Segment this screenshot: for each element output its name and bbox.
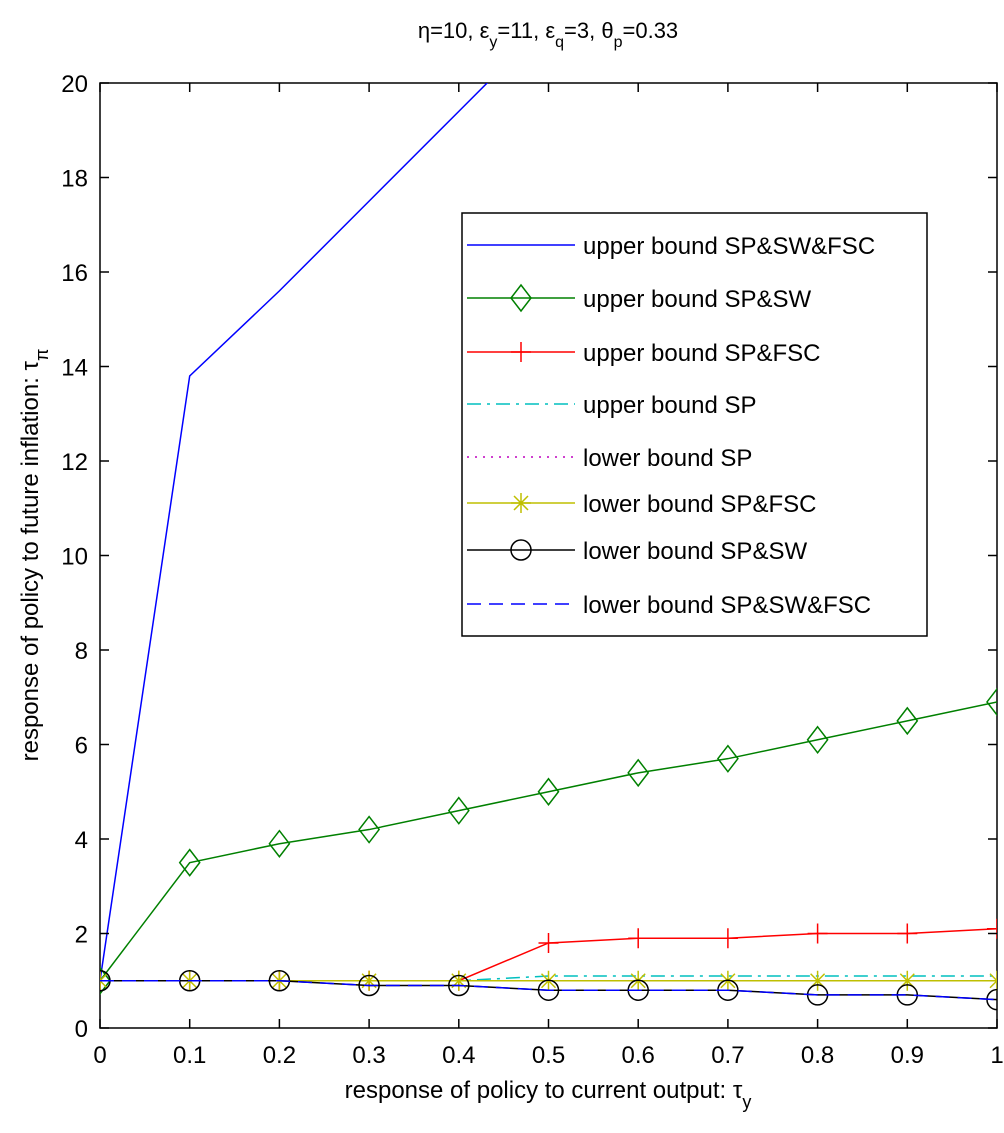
y-tick-label: 2 (75, 922, 88, 949)
text-part: response of policy to current output: τ (345, 1077, 743, 1104)
marker (986, 687, 997, 717)
x-tick-label: 0.2 (263, 1042, 296, 1069)
x-tick-label: 1 (990, 1042, 1003, 1069)
marker (100, 966, 111, 995)
y-tick-label: 20 (61, 71, 88, 98)
line (100, 980, 997, 1001)
y-axis-label: response of policy to future inflation: … (17, 349, 52, 762)
legend-label: lower bound SP (583, 445, 752, 472)
plot-area (100, 83, 997, 1011)
marker (628, 928, 649, 949)
marker (896, 706, 919, 736)
text-part: =0.33 (623, 18, 679, 43)
marker (538, 932, 559, 953)
legend-label: upper bound SP&SW (583, 286, 811, 313)
x-tick-label: 0.5 (532, 1042, 565, 1069)
y-tick-label: 18 (61, 166, 88, 193)
line (100, 83, 489, 981)
x-axis-label: response of policy to current output: τy (345, 1077, 752, 1112)
marker (510, 539, 532, 561)
x-tick-label: 0.8 (801, 1042, 834, 1069)
y-tick-label: 12 (61, 449, 88, 476)
marker (897, 923, 918, 944)
legend-box (461, 212, 928, 637)
legend-label: upper bound SP&SW&FSC (583, 233, 875, 260)
marker (511, 342, 531, 362)
marker (897, 970, 918, 991)
marker (447, 796, 470, 825)
legend-label: upper bound SP (583, 392, 756, 419)
subscript: p (614, 34, 623, 51)
legend: upper bound SP&SW&FSC upper bound SP&SW up… (461, 212, 928, 637)
marker (178, 848, 201, 877)
marker (448, 974, 470, 997)
marker (987, 918, 997, 939)
marker (807, 970, 828, 991)
marker (448, 970, 469, 991)
marker (268, 829, 291, 858)
text-part: =11, ε (497, 18, 555, 43)
text-part: η=10, ε (418, 18, 490, 43)
marker (537, 777, 560, 806)
subscript: y (489, 34, 497, 51)
marker (806, 725, 829, 755)
marker (510, 283, 532, 313)
x-tick-label: 0.9 (891, 1042, 924, 1069)
y-tick-label: 16 (61, 260, 88, 287)
chart-title: η=10, εy=11, εq=3, θp=0.33 (418, 18, 678, 51)
marker (807, 923, 828, 944)
x-tick-label: 0.3 (352, 1042, 385, 1069)
y-tick-label: 8 (75, 638, 88, 665)
x-tick-label: 0.4 (442, 1042, 475, 1069)
y-tick-label: 0 (75, 1016, 88, 1043)
legend-label: upper bound SP&FSC (583, 340, 820, 367)
y-tick-label: 14 (61, 355, 88, 382)
y-tick-label: 6 (75, 733, 88, 760)
marker (511, 493, 531, 513)
line (100, 701, 997, 982)
marker (716, 744, 739, 773)
x-tick-label: 0 (93, 1042, 106, 1069)
text-part: =3, θ (564, 18, 614, 43)
y-tick-label: 4 (75, 827, 88, 854)
marker (358, 974, 380, 997)
text-part: response of policy to future inflation: … (17, 361, 44, 762)
subscript: q (555, 34, 564, 51)
marker (717, 928, 738, 949)
legend-label: lower bound SP&FSC (583, 491, 816, 518)
legend-label: lower bound SP&SW (583, 538, 807, 565)
x-tick-label: 0.7 (711, 1042, 744, 1069)
x-tick-label: 0.1 (173, 1042, 206, 1069)
marker (358, 815, 381, 844)
subscript: π (32, 349, 52, 361)
x-tick-label: 0.6 (622, 1042, 655, 1069)
subscript: y (742, 1092, 751, 1112)
legend-label: lower bound SP&SW&FSC (583, 592, 871, 619)
marker (537, 979, 560, 1001)
marker (627, 758, 650, 788)
marker (359, 970, 380, 991)
y-tick-label: 10 (61, 544, 88, 571)
